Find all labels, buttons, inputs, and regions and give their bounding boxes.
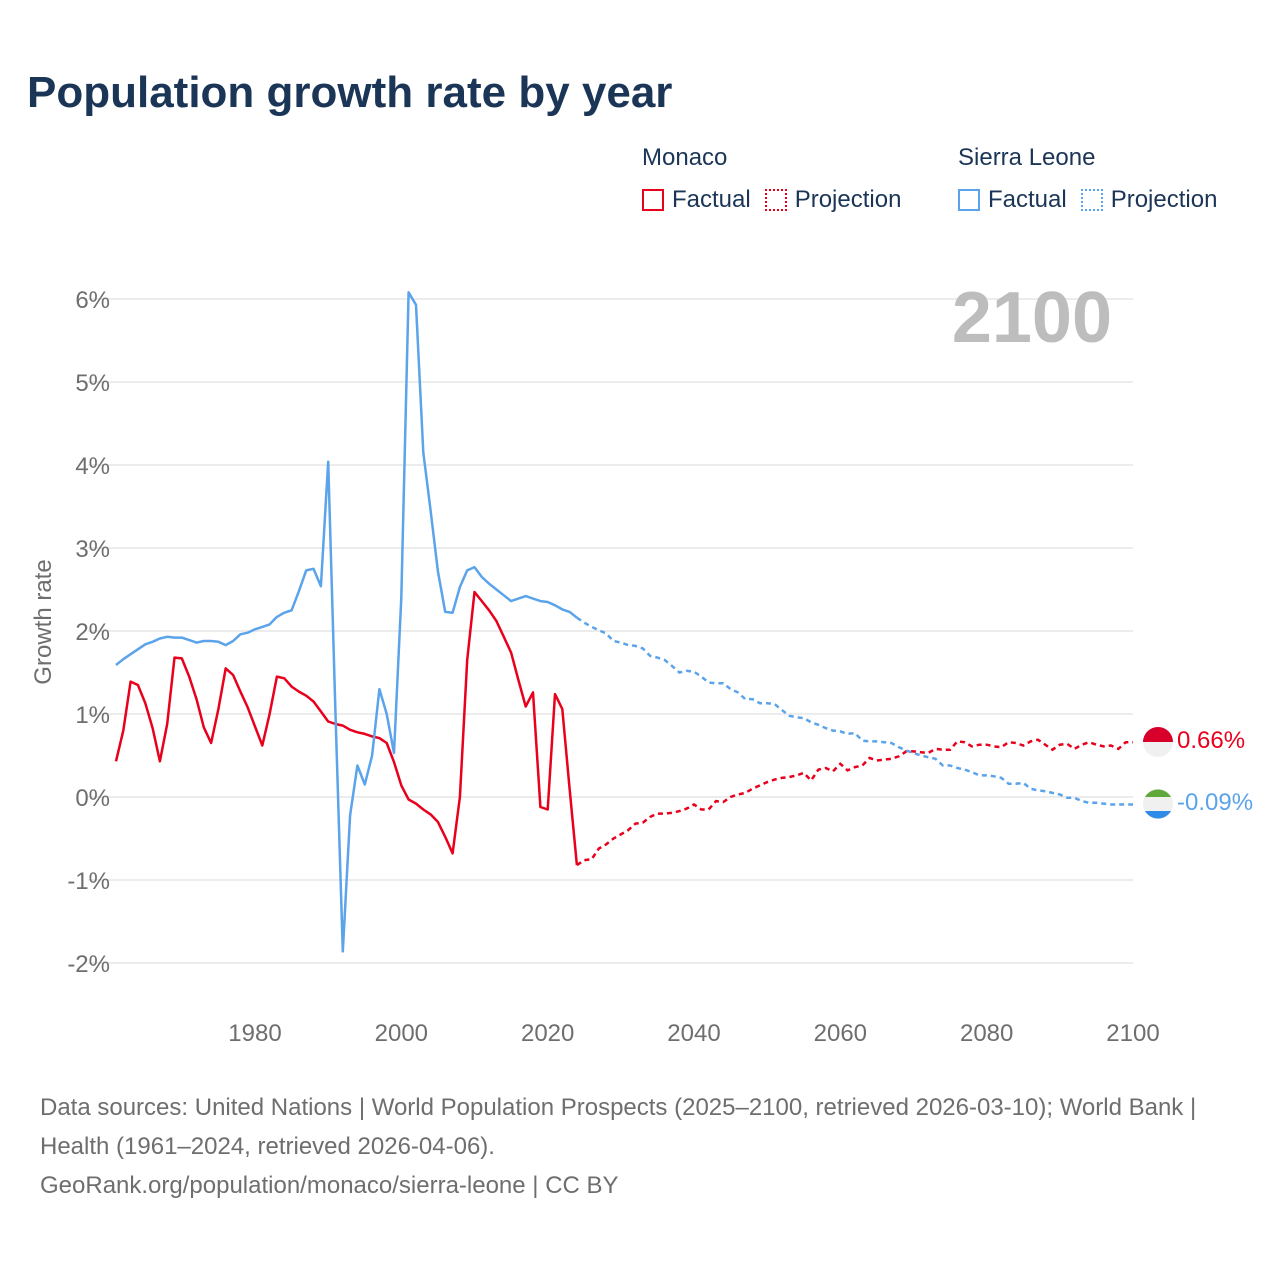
y-axis-label: Growth rate	[30, 559, 57, 684]
monaco-projection-line	[576, 738, 1133, 867]
data-sources: Data sources: United Nations | World Pop…	[40, 1094, 1197, 1160]
legend-monaco: Monaco Factual Projection	[642, 144, 915, 214]
monaco-flag-icon	[1143, 727, 1173, 757]
x-tick-label: 2000	[375, 1020, 428, 1047]
sierra-leone-projection-line	[576, 616, 1133, 806]
y-tick-label: -1%	[67, 868, 110, 895]
legend-swatch	[764, 189, 787, 211]
sierra-leone-factual-line	[115, 291, 578, 953]
y-tick-label: 3%	[75, 536, 110, 563]
legend-label: Projection	[794, 186, 902, 213]
y-tick-label: 4%	[75, 453, 110, 480]
source-link[interactable]: GeoRank.org/population/monaco/sierra-leo…	[40, 1172, 619, 1199]
y-tick-label: -2%	[67, 951, 110, 978]
x-tick-label: 2060	[814, 1020, 867, 1047]
sierra-leone-flag-icon	[1143, 789, 1173, 819]
legend-sierra-leone-projection[interactable]: Projection	[1080, 186, 1218, 214]
x-tick-label: 2080	[960, 1020, 1013, 1047]
legend-sierra-leone-title: Sierra Leone	[958, 144, 1096, 171]
y-tick-label: 2%	[75, 619, 110, 646]
footer: Data sources: United Nations | World Pop…	[40, 1088, 1240, 1205]
year-label: 2100	[952, 278, 1112, 358]
y-tick-label: 5%	[75, 370, 110, 397]
legend-monaco-factual[interactable]: Factual	[642, 186, 751, 214]
legend-sierra-leone: Sierra Leone Factual Projection	[958, 144, 1231, 214]
legend-label: Projection	[1110, 186, 1218, 213]
x-tick-label: 1980	[228, 1020, 281, 1047]
y-tick-label: 1%	[75, 702, 110, 729]
legend-monaco-title: Monaco	[642, 144, 728, 171]
x-tick-label: 2040	[667, 1020, 720, 1047]
chart-title: Population growth rate by year	[27, 68, 673, 117]
legend-swatch	[958, 189, 980, 211]
legend-monaco-projection[interactable]: Projection	[764, 186, 902, 214]
x-tick-label: 2020	[521, 1020, 574, 1047]
legend-label: Factual	[988, 186, 1067, 213]
monaco-factual-line	[114, 590, 579, 866]
y-tick-label: 0%	[75, 785, 110, 812]
y-tick-label: 6%	[75, 287, 110, 314]
legend-sierra-leone-factual[interactable]: Factual	[958, 186, 1067, 214]
legend-label: Factual	[672, 186, 751, 213]
x-tick-label: 2100	[1106, 1020, 1159, 1047]
legend-swatch	[1080, 189, 1103, 211]
monaco-end-label: 0.66%	[1177, 727, 1245, 754]
legend-swatch	[642, 189, 664, 211]
sierra-leone-end-label: -0.09%	[1177, 789, 1253, 816]
